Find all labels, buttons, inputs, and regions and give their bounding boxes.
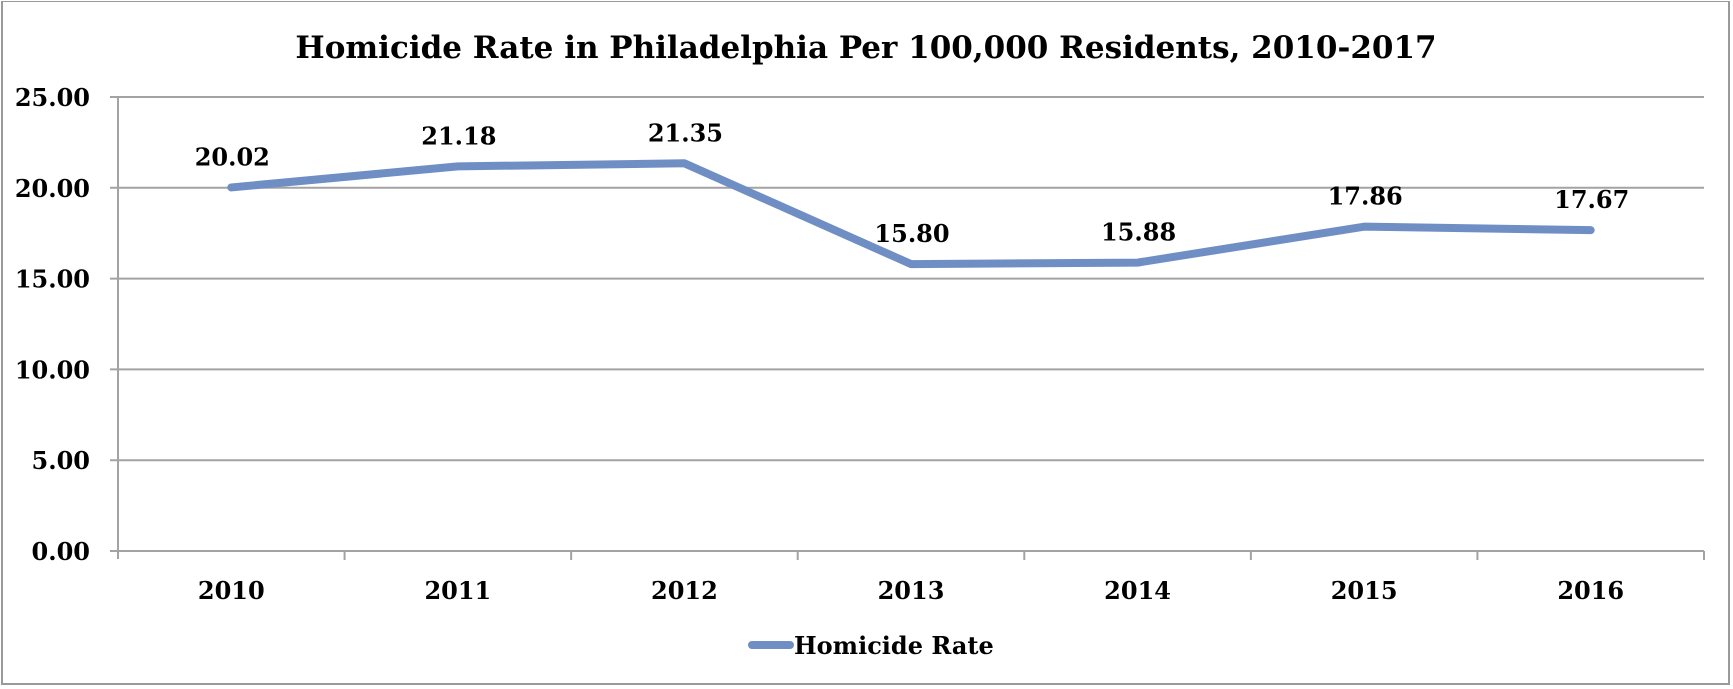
y-tick-label: 0.00 xyxy=(32,537,90,566)
series-line xyxy=(227,159,1595,269)
y-tick-label: 15.00 xyxy=(15,265,90,294)
x-axis-tick-labels: 2010 2011 2012 2013 2014 2015 2016 xyxy=(198,576,1624,605)
x-tick-label: 2012 xyxy=(651,576,718,605)
chart-title: Homicide Rate in Philadelphia Per 100,00… xyxy=(295,30,1436,66)
x-tick-label: 2016 xyxy=(1557,576,1624,605)
x-tick-label: 2015 xyxy=(1331,576,1398,605)
x-tick-label: 2013 xyxy=(878,576,945,605)
x-tick-label: 2014 xyxy=(1104,576,1171,605)
data-label: 15.88 xyxy=(1101,218,1176,247)
x-tick-label: 2011 xyxy=(424,576,491,605)
y-tick-label: 20.00 xyxy=(15,174,90,203)
y-tick-label: 10.00 xyxy=(15,355,90,384)
x-tick-label: 2010 xyxy=(198,576,265,605)
axes xyxy=(110,97,1705,560)
data-label: 20.02 xyxy=(195,142,270,171)
data-label: 15.80 xyxy=(874,219,949,248)
data-label: 21.35 xyxy=(648,118,723,147)
series-lines xyxy=(227,159,1595,269)
y-tick-label: 5.00 xyxy=(32,446,90,475)
legend-label: Homicide Rate xyxy=(794,631,994,660)
data-label: 17.67 xyxy=(1554,185,1629,214)
gridlines xyxy=(110,96,1704,462)
y-axis-tick-labels: 0.00 5.00 10.00 15.00 20.00 25.00 xyxy=(15,83,90,566)
data-label: 17.86 xyxy=(1328,182,1403,211)
y-tick-label: 25.00 xyxy=(15,83,90,112)
legend: Homicide Rate xyxy=(748,631,994,660)
data-label: 21.18 xyxy=(421,121,496,150)
data-labels: 20.02 21.18 21.35 15.80 15.88 17.86 17.67 xyxy=(195,118,1630,248)
